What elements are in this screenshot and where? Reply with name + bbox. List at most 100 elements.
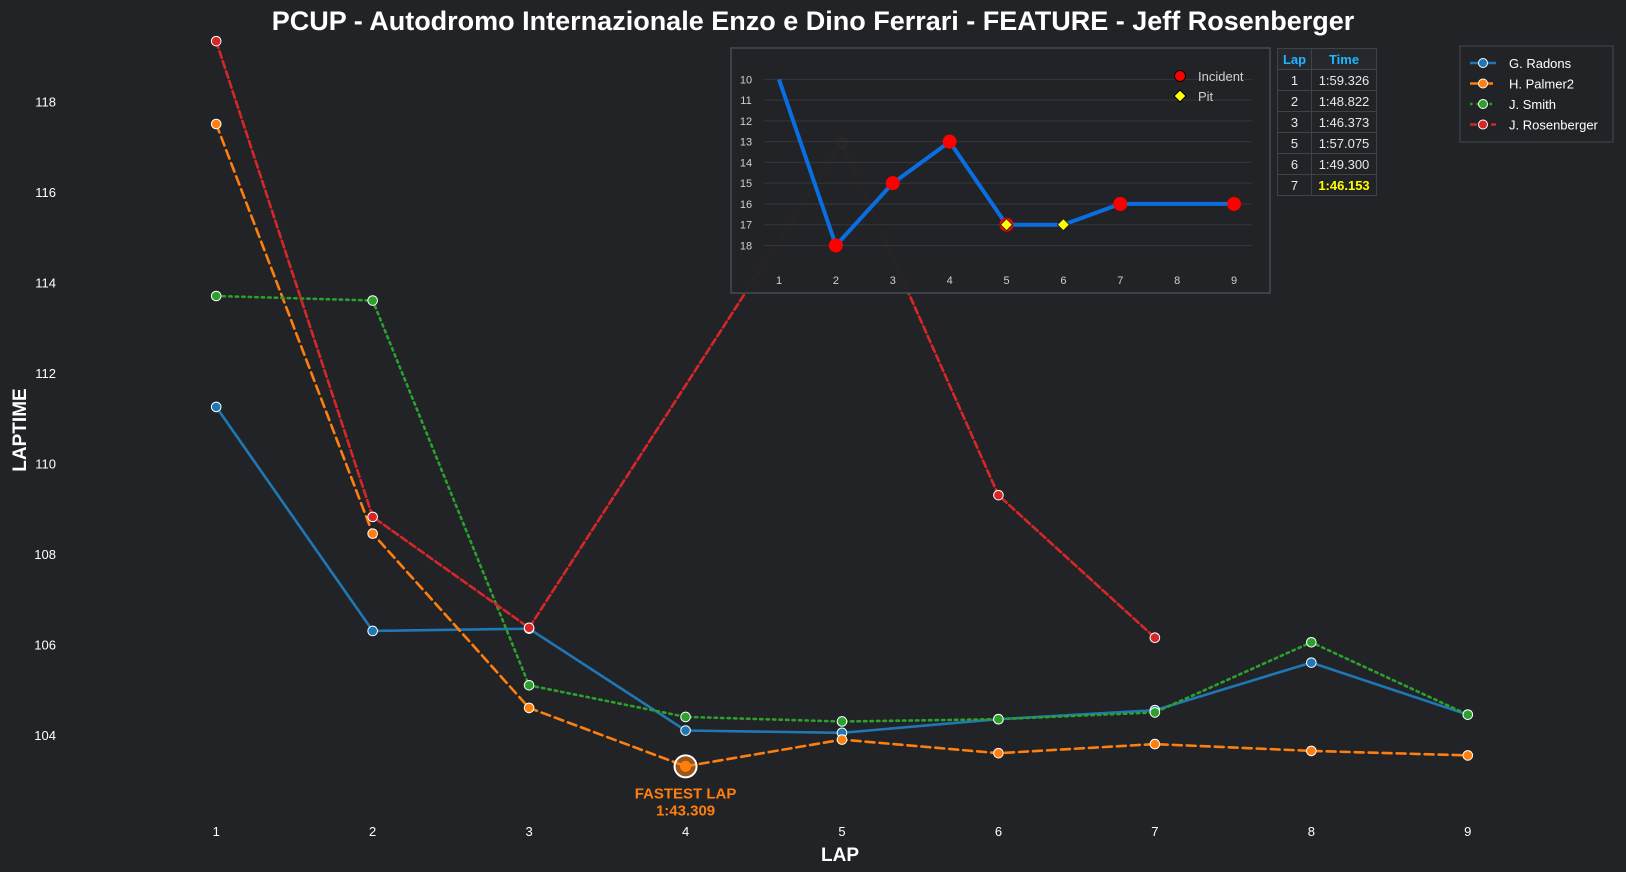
lap-number-cell: 3 bbox=[1277, 111, 1312, 133]
x-tick-label-6: 6 bbox=[995, 824, 1002, 839]
inset-y-tick-18: 18 bbox=[740, 240, 752, 252]
y-tick-label-114: 114 bbox=[35, 275, 56, 290]
x-tick-label-4: 4 bbox=[682, 824, 689, 839]
y-axis-label: LAPTIME bbox=[10, 388, 31, 471]
inset-y-tick-17: 17 bbox=[740, 220, 752, 232]
y-tick-label-112: 112 bbox=[35, 366, 56, 381]
y-tick-label-104: 104 bbox=[34, 728, 56, 743]
lap-number-cell: 2 bbox=[1277, 90, 1312, 112]
lap-time-row: 1 1:59.326 bbox=[1277, 69, 1377, 91]
series-point-j-smith-lap-6 bbox=[993, 713, 1004, 725]
lap-column-header: Lap bbox=[1277, 48, 1312, 70]
lap-time-cell: 1:59.326 bbox=[1311, 69, 1377, 91]
series-point-h-palmer2-lap-7 bbox=[1149, 738, 1161, 750]
legend-marker-j-rosenberger bbox=[1478, 119, 1488, 130]
lap-number-cell: 1 bbox=[1277, 69, 1312, 91]
series-point-g-radons-lap-4 bbox=[680, 725, 691, 736]
lap-number-cell: 7 bbox=[1277, 174, 1312, 196]
series-point-g-radons-lap-1 bbox=[210, 401, 222, 413]
series-line-g-radons bbox=[214, 405, 1470, 735]
lap-time-row: 7 1:46.153 bbox=[1277, 174, 1377, 196]
x-tick-label-8: 8 bbox=[1308, 824, 1315, 839]
lap-time-cell: 1:57.075 bbox=[1311, 132, 1377, 154]
incident-marker-lap-2 bbox=[828, 238, 843, 253]
lap-number-cell: 5 bbox=[1277, 132, 1312, 154]
series-point-j-smith-lap-4 bbox=[680, 711, 691, 723]
series-point-h-palmer2-lap-2 bbox=[367, 528, 378, 539]
series-point-j-rosenberger-lap-1 bbox=[210, 35, 222, 47]
lap-time-row: 3 1:46.373 bbox=[1277, 111, 1377, 133]
legend-label-g-radons: G. Radons bbox=[1509, 56, 1572, 71]
chart-title: PCUP - Autodromo Internazionale Enzo e D… bbox=[272, 6, 1355, 36]
lap-time-cell: 1:48.822 bbox=[1311, 90, 1377, 112]
series-point-h-palmer2-lap-1 bbox=[210, 118, 222, 130]
series-point-j-rosenberger-lap-6 bbox=[993, 489, 1004, 501]
y-tick-label-118: 118 bbox=[35, 94, 56, 109]
series-point-j-rosenberger-lap-7 bbox=[1149, 632, 1161, 644]
lap-number-cell: 6 bbox=[1277, 153, 1312, 175]
series-point-j-smith-lap-3 bbox=[523, 679, 535, 691]
inset-x-tick-7: 7 bbox=[1117, 275, 1123, 287]
inset-y-tick-13: 13 bbox=[740, 137, 752, 149]
best-lap-time-cell: 1:46.153 bbox=[1311, 174, 1377, 196]
y-tick-label-106: 106 bbox=[34, 638, 56, 653]
pit-legend-marker bbox=[1173, 89, 1187, 103]
series-line-j-rosenberger bbox=[214, 39, 1157, 640]
series-point-j-smith-lap-9 bbox=[1462, 709, 1474, 720]
x-tick-label-2: 2 bbox=[369, 824, 376, 839]
legend-marker-j-smith bbox=[1478, 99, 1488, 109]
x-tick-label-5: 5 bbox=[838, 824, 845, 839]
series-point-h-palmer2-lap-9 bbox=[1462, 750, 1474, 761]
inset-x-tick-3: 3 bbox=[890, 275, 896, 287]
y-tick-label-116: 116 bbox=[35, 185, 56, 200]
series-point-h-palmer2-lap-8 bbox=[1306, 745, 1317, 757]
inset-x-tick-2: 2 bbox=[833, 275, 839, 287]
x-tick-label-7: 7 bbox=[1151, 824, 1158, 839]
inset-y-tick-12: 12 bbox=[740, 116, 752, 128]
series-point-j-rosenberger-lap-3 bbox=[523, 622, 535, 634]
lap-time-table-header: Lap Time bbox=[1277, 48, 1377, 70]
lap-time-cell: 1:49.300 bbox=[1311, 153, 1377, 175]
inset-y-tick-14: 14 bbox=[740, 157, 752, 169]
x-tick-label-3: 3 bbox=[525, 824, 532, 839]
series-point-g-radons-lap-8 bbox=[1306, 657, 1317, 668]
x-tick-label-1: 1 bbox=[213, 824, 220, 839]
main-legend: G. Radons H. Palmer2 J. Smith J. Rosenberge… bbox=[1459, 45, 1614, 143]
position-inset-box bbox=[730, 47, 1271, 294]
series-point-j-smith-lap-5 bbox=[836, 716, 848, 727]
incident-marker-lap-3 bbox=[885, 176, 900, 191]
lap-time-row: 6 1:49.300 bbox=[1277, 153, 1377, 175]
incident-marker-lap-9 bbox=[1227, 196, 1241, 211]
inset-y-tick-10: 10 bbox=[740, 74, 752, 86]
legend-label-h-palmer2: H. Palmer2 bbox=[1509, 77, 1574, 92]
inset-y-tick-15: 15 bbox=[740, 178, 752, 190]
legend-marker-g-radons bbox=[1478, 58, 1488, 68]
incident-legend-label: Incident bbox=[1198, 69, 1244, 84]
series-point-g-radons-lap-2 bbox=[367, 625, 378, 637]
incident-marker-lap-7 bbox=[1113, 196, 1128, 211]
series-point-h-palmer2-lap-3 bbox=[523, 702, 535, 714]
incident-marker-lap-4 bbox=[942, 134, 957, 149]
legend-marker-h-palmer2 bbox=[1478, 78, 1488, 89]
pit-marker-lap-5 bbox=[999, 217, 1014, 232]
fastest-lap-marker-core bbox=[680, 760, 692, 772]
inset-x-tick-9: 9 bbox=[1231, 275, 1237, 287]
inset-x-tick-8: 8 bbox=[1174, 275, 1180, 287]
pit-marker-lap-6 bbox=[1056, 217, 1071, 232]
series-point-j-rosenberger-lap-2 bbox=[367, 511, 378, 523]
y-tick-label-108: 108 bbox=[34, 547, 56, 562]
incident-legend-marker bbox=[1174, 70, 1186, 82]
series-point-h-palmer2-lap-6 bbox=[993, 747, 1004, 759]
x-axis-label: LAP bbox=[821, 845, 859, 866]
inset-x-tick-1: 1 bbox=[776, 275, 782, 287]
legend-label-j-smith: J. Smith bbox=[1509, 97, 1556, 112]
time-column-header: Time bbox=[1311, 48, 1377, 70]
legend-label-j-rosenberger: J. Rosenberger bbox=[1509, 118, 1599, 133]
series-point-j-smith-lap-1 bbox=[210, 290, 222, 302]
inset-x-tick-4: 4 bbox=[947, 275, 953, 287]
inset-x-tick-5: 5 bbox=[1003, 275, 1009, 287]
fastest-lap-label: FASTEST LAP bbox=[635, 785, 737, 802]
